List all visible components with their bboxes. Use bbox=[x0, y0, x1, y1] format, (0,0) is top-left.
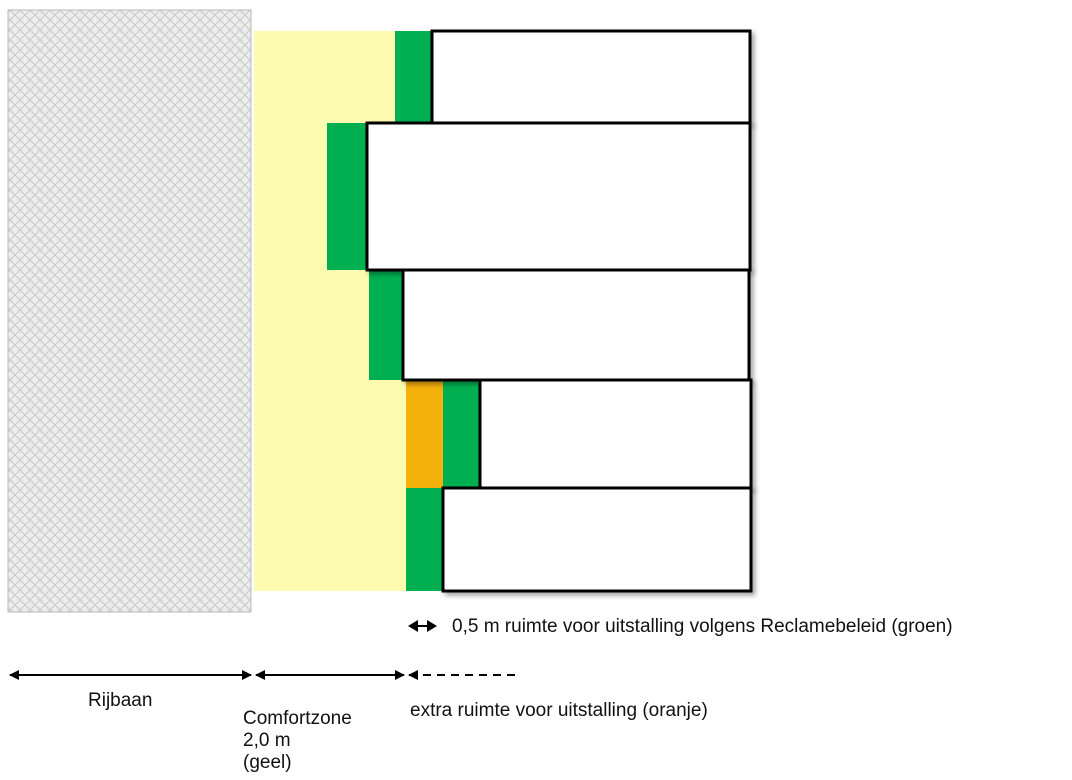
green-strip-4 bbox=[443, 380, 482, 488]
rijbaan-label: Rijbaan bbox=[88, 690, 153, 711]
comfortzone-label-line1: Comfortzone bbox=[243, 708, 352, 729]
green-strip-1 bbox=[395, 31, 433, 123]
orange-strip bbox=[406, 380, 443, 488]
building-1 bbox=[430, 29, 752, 125]
comfortzone-label-line3: (geel) bbox=[243, 752, 292, 773]
comfortzone-label-line2: 2,0 m bbox=[243, 730, 291, 751]
green-strip-5 bbox=[406, 488, 444, 591]
rijbaan-area bbox=[7, 9, 252, 613]
green-strip-2 bbox=[327, 123, 368, 270]
green-strip-3 bbox=[369, 270, 405, 380]
building-2 bbox=[365, 121, 752, 272]
building-3 bbox=[401, 268, 751, 382]
comfortzone-label: Comfortzone 2,0 m (geel) bbox=[243, 708, 373, 774]
legend-green-label: 0,5 m ruimte voor uitstalling volgens Re… bbox=[452, 616, 953, 637]
legend-double-arrow-icon bbox=[408, 620, 437, 632]
extra-space-label: extra ruimte voor uitstalling (oranje) bbox=[410, 700, 708, 721]
building-4 bbox=[478, 378, 753, 490]
building-5 bbox=[441, 486, 753, 593]
